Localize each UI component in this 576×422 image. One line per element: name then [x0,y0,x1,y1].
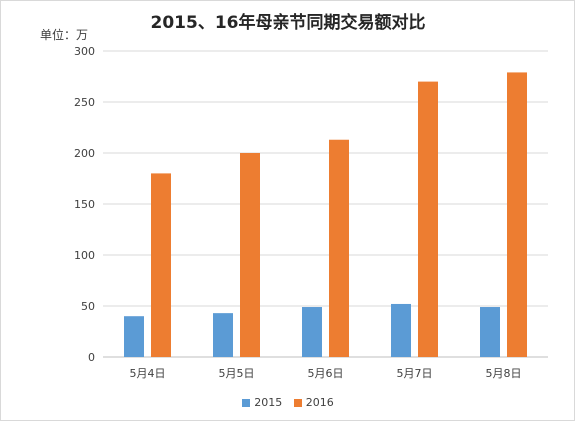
bar-2016 [507,72,527,358]
y-tick-label: 0 [88,351,95,364]
legend-label-2015: 2015 [254,396,283,409]
y-tick-label: 250 [74,96,95,109]
unit-label: 单位：万 [40,28,89,42]
legend-item-2015: 2015 [242,396,282,409]
y-tick-label: 300 [74,45,95,58]
legend-label-2016: 2016 [305,396,334,409]
bar-2015 [391,303,411,357]
legend-swatch-2016 [293,398,302,407]
legend-item-2016: 2016 [293,396,334,409]
legend-swatch-2015 [242,398,251,407]
bar-2015 [480,307,500,357]
bar-2016 [329,139,349,357]
y-tick-label: 150 [74,198,95,211]
legend: 2015 2016 [0,396,576,410]
bar-2015 [302,307,322,357]
bar-2015 [124,316,144,357]
bar-2015 [213,313,233,357]
y-tick-label: 200 [74,147,95,160]
x-tick-label: 5月5日 [219,367,255,380]
x-tick-label: 5月6日 [308,367,344,380]
y-tick-label: 100 [74,249,95,262]
y-tick-label: 50 [81,300,95,313]
bar-2016 [151,173,171,357]
bar-2016 [240,153,260,357]
x-tick-label: 5月8日 [486,367,522,380]
chart-title: 2015、16年母亲节同期交易额对比 [150,13,426,33]
x-tick-label: 5月7日 [397,367,433,380]
x-tick-label: 5月4日 [130,367,166,380]
bar-2016 [418,81,438,357]
